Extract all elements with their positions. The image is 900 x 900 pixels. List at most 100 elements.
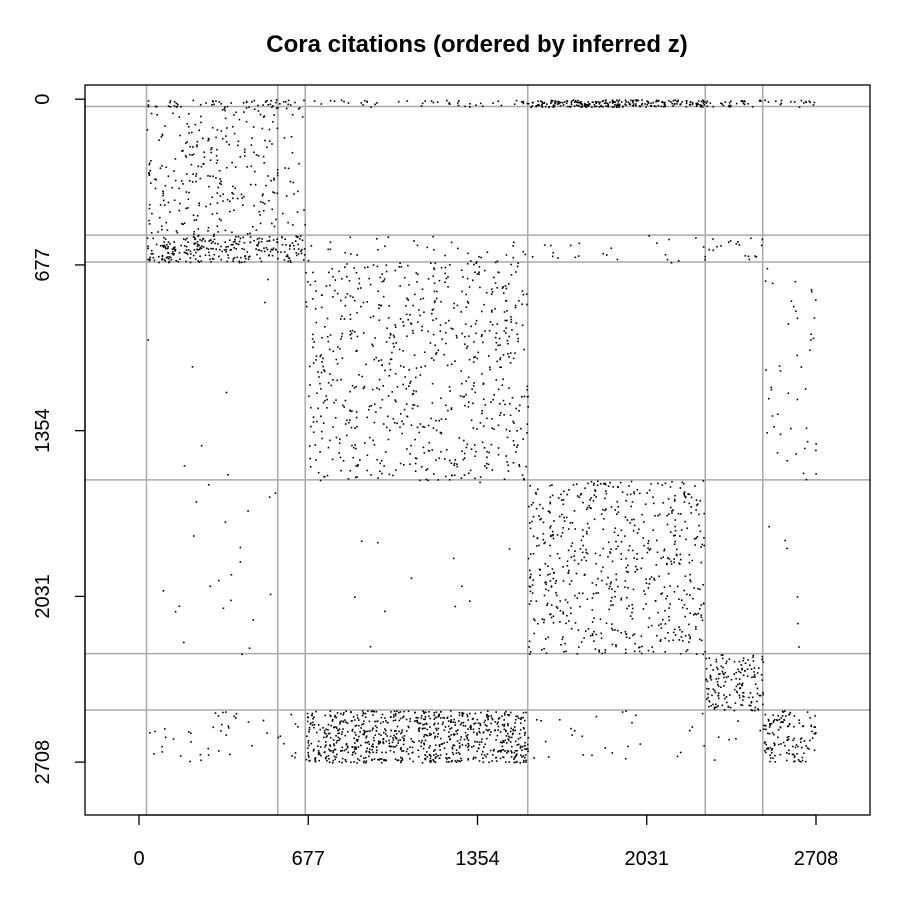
citation-point: [384, 717, 386, 719]
citation-point: [712, 688, 715, 690]
citation-point: [343, 749, 346, 752]
citation-point: [796, 596, 799, 598]
citation-point: [810, 288, 813, 291]
citation-point: [508, 548, 511, 550]
citation-point: [191, 366, 194, 368]
citation-point: [289, 261, 292, 263]
citation-point: [340, 315, 343, 317]
citation-point: [794, 280, 797, 283]
citation-point: [551, 530, 554, 533]
citation-point: [430, 417, 432, 420]
citation-point: [518, 410, 520, 412]
citation-point: [304, 254, 306, 256]
citation-point: [332, 296, 334, 298]
citation-point: [320, 354, 322, 356]
citation-point: [766, 267, 769, 270]
citation-point: [248, 106, 250, 108]
citation-point: [411, 407, 414, 410]
citation-point: [466, 345, 469, 348]
citation-point: [297, 190, 299, 193]
citation-point: [497, 751, 499, 753]
citation-point: [514, 352, 516, 354]
citation-point: [497, 721, 499, 724]
citation-point: [595, 715, 598, 718]
citation-point: [152, 253, 154, 255]
citation-point: [349, 318, 352, 320]
citation-point: [466, 734, 469, 736]
citation-point: [516, 446, 518, 449]
citation-point: [229, 200, 231, 203]
citation-point: [475, 450, 477, 453]
citation-point: [536, 719, 538, 721]
citation-point: [393, 346, 395, 348]
citation-point: [460, 736, 462, 738]
citation-point: [272, 121, 274, 123]
citation-point: [309, 466, 312, 468]
citation-point: [437, 349, 440, 352]
citation-point: [230, 599, 232, 602]
citation-point: [175, 102, 178, 105]
citation-point: [495, 739, 497, 741]
citation-point: [586, 552, 589, 555]
citation-point: [767, 101, 770, 103]
citation-point: [314, 308, 317, 310]
citation-point: [606, 254, 608, 256]
citation-point: [326, 398, 328, 401]
citation-point: [683, 492, 685, 495]
citation-point: [668, 640, 670, 642]
citation-point: [563, 490, 565, 493]
citation-point: [624, 99, 627, 102]
citation-point: [720, 654, 723, 656]
citation-point: [148, 172, 150, 174]
citation-point: [710, 705, 712, 707]
citation-point: [493, 748, 495, 751]
citation-point: [344, 399, 347, 402]
citation-point: [506, 436, 509, 439]
citation-point: [389, 735, 392, 738]
citation-point: [776, 413, 779, 415]
citation-point: [463, 439, 465, 442]
citation-point: [398, 348, 401, 351]
citation-point: [492, 102, 494, 104]
citation-point: [314, 760, 317, 763]
citation-point: [416, 719, 418, 722]
citation-point: [220, 258, 223, 261]
citation-point: [539, 574, 541, 577]
citation-point: [701, 543, 704, 546]
citation-point: [464, 335, 466, 338]
citation-point: [460, 370, 462, 372]
citation-point: [399, 426, 401, 429]
citation-point: [565, 102, 568, 105]
citation-point: [427, 330, 429, 333]
citation-point: [641, 102, 643, 105]
citation-point: [509, 352, 512, 354]
citation-point: [518, 300, 520, 302]
citation-point: [712, 669, 714, 671]
citation-point: [193, 535, 195, 537]
citation-point: [503, 728, 506, 731]
citation-point: [147, 104, 150, 106]
citation-point: [411, 751, 414, 754]
citation-point: [349, 236, 352, 239]
citation-point: [357, 746, 360, 748]
citation-point: [183, 251, 186, 254]
citation-point: [406, 448, 408, 450]
citation-point: [351, 730, 354, 732]
citation-point: [607, 103, 609, 106]
citation-point: [472, 745, 475, 747]
citation-point: [798, 760, 801, 763]
citation-point: [476, 718, 479, 721]
citation-point: [799, 738, 802, 740]
citation-point: [771, 282, 774, 285]
citation-point: [429, 734, 431, 736]
citation-point: [521, 474, 524, 476]
citation-point: [754, 255, 756, 257]
citation-point: [232, 193, 235, 195]
citation-point: [454, 724, 456, 726]
citation-point: [339, 750, 342, 752]
citation-point: [500, 366, 503, 369]
citation-point: [617, 545, 619, 548]
citation-point: [666, 563, 668, 566]
citation-point: [627, 549, 630, 552]
citation-point: [403, 408, 406, 411]
